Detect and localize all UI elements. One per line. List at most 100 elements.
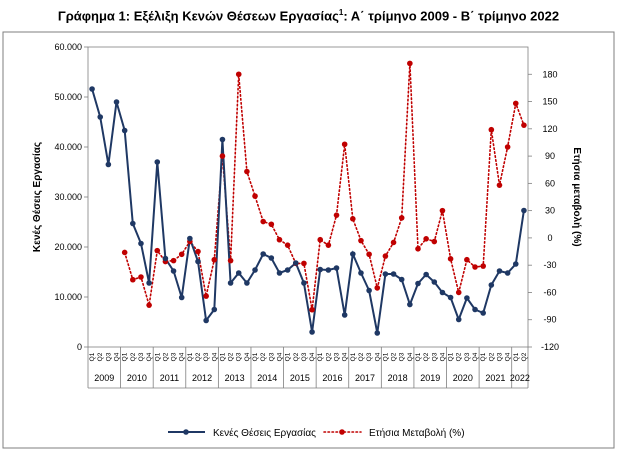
vacancies-point: [317, 266, 324, 273]
quarter-tick-label: Q3: [431, 352, 438, 361]
quarter-tick-label: Q2: [195, 352, 202, 361]
chart-title-footnote-mark: 1: [338, 8, 344, 17]
vacancies-point: [105, 161, 112, 168]
vacancies-point: [472, 306, 478, 313]
right-axis-tick-label: 0: [547, 233, 552, 243]
change-point: [480, 263, 486, 269]
vacancies-point: [504, 270, 511, 276]
quarter-tick-label: Q2: [521, 352, 528, 361]
left-axis-title: Κενές Θέσεις Εργασίας: [32, 142, 43, 252]
year-label: 2009: [94, 373, 114, 383]
right-axis-tick-label: 30: [545, 206, 555, 216]
vacancies-point: [496, 268, 503, 274]
right-axis-tick-label: 180: [542, 69, 557, 79]
year-label: 2021: [485, 373, 505, 383]
chart-title: Γράφημα 1: Εξέλιξη Κενών Θέσεων Εργασίας…: [0, 8, 617, 23]
right-axis-tick-label: -30: [543, 260, 556, 270]
quarter-tick-label: Q3: [496, 352, 503, 361]
year-label: 2016: [322, 373, 342, 383]
quarter-tick-label: Q2: [130, 352, 137, 361]
vacancies-series-line: [91, 88, 525, 334]
legend-vacancies-marker: [183, 429, 189, 435]
vacancies-point: [350, 251, 356, 257]
chart-title-main: Γράφημα 1: Εξέλιξη Κενών Θέσεων Εργασίας: [57, 8, 339, 24]
quarter-tick-label: Q2: [228, 352, 235, 361]
vacancies-point: [464, 295, 470, 301]
change-point: [211, 256, 218, 263]
vacancies-point: [162, 255, 169, 262]
vacancies-point: [431, 279, 438, 285]
quarter-tick-label: Q2: [456, 352, 463, 361]
quarter-tick-label: Q4: [146, 352, 153, 361]
quarter-tick-label: Q4: [179, 352, 186, 361]
vacancies-point: [138, 240, 144, 247]
change-point: [170, 257, 177, 264]
quarter-tick-label: Q4: [472, 352, 479, 361]
quarter-tick-label: Q1: [317, 352, 324, 361]
year-label: 2017: [355, 373, 375, 383]
vacancies-point: [227, 280, 234, 286]
vacancies-point: [235, 270, 242, 276]
vacancies-point: [325, 267, 332, 273]
change-point: [309, 306, 315, 313]
change-point: [268, 221, 275, 228]
change-point: [333, 212, 340, 218]
vacancies-point: [309, 329, 315, 335]
change-point: [195, 248, 201, 255]
vacancies-point: [488, 282, 495, 288]
quarter-tick-label: Q4: [342, 352, 349, 361]
vacancies-point: [260, 251, 266, 257]
vacancies-point: [170, 268, 177, 274]
change-point: [284, 242, 291, 248]
quarter-tick-label: Q1: [285, 352, 292, 361]
change-point: [472, 264, 478, 270]
quarter-tick-label: Q2: [260, 352, 267, 361]
change-point: [488, 126, 495, 133]
change-point: [325, 242, 332, 248]
vacancies-point: [292, 260, 299, 266]
change-point: [390, 239, 397, 246]
quarter-tick-label: Q1: [252, 352, 259, 361]
quarter-tick-label: Q3: [171, 352, 178, 361]
quarter-tick-label: Q4: [309, 352, 316, 361]
change-point: [521, 122, 527, 128]
vacancies-point: [390, 271, 397, 277]
quarter-tick-label: Q1: [187, 352, 194, 361]
quarter-tick-label: Q4: [211, 352, 218, 361]
vacancies-point: [211, 306, 218, 313]
vacancies-point: [195, 258, 201, 265]
year-label: 2011: [160, 373, 179, 383]
quarter-tick-label: Q2: [358, 352, 365, 361]
change-point: [154, 247, 161, 254]
year-label: 2014: [257, 373, 277, 383]
vacancies-point: [252, 267, 258, 273]
change-point: [178, 251, 185, 258]
quarter-tick-label: Q4: [244, 352, 251, 361]
vacancies-point: [358, 270, 364, 276]
vacancies-point: [154, 159, 161, 165]
quarter-tick-label: Q1: [122, 352, 129, 361]
quarter-tick-label: Q2: [325, 352, 332, 361]
quarter-tick-label: Q3: [366, 352, 373, 361]
change-point: [121, 249, 128, 256]
vacancies-point: [244, 280, 250, 286]
quarter-tick-label: Q1: [154, 352, 161, 361]
left-axis-tick-label: 40.000: [54, 142, 82, 152]
year-label: 2010: [127, 373, 147, 383]
year-label: 2012: [192, 373, 212, 383]
change-point: [464, 256, 470, 263]
change-point: [317, 236, 324, 243]
vacancies-point: [203, 317, 209, 324]
change-point: [496, 182, 503, 188]
vacancies-point: [130, 220, 136, 227]
quarter-tick-label: Q1: [219, 352, 226, 361]
change-point: [358, 237, 364, 244]
change-point: [341, 141, 348, 148]
right-axis-tick-label: -90: [543, 315, 556, 325]
right-axis-tick-label: 150: [542, 97, 557, 107]
vacancies-point: [187, 235, 193, 242]
chart-frame: [2, 31, 615, 449]
vacancies-point: [480, 310, 486, 316]
vacancies-point: [146, 280, 152, 286]
